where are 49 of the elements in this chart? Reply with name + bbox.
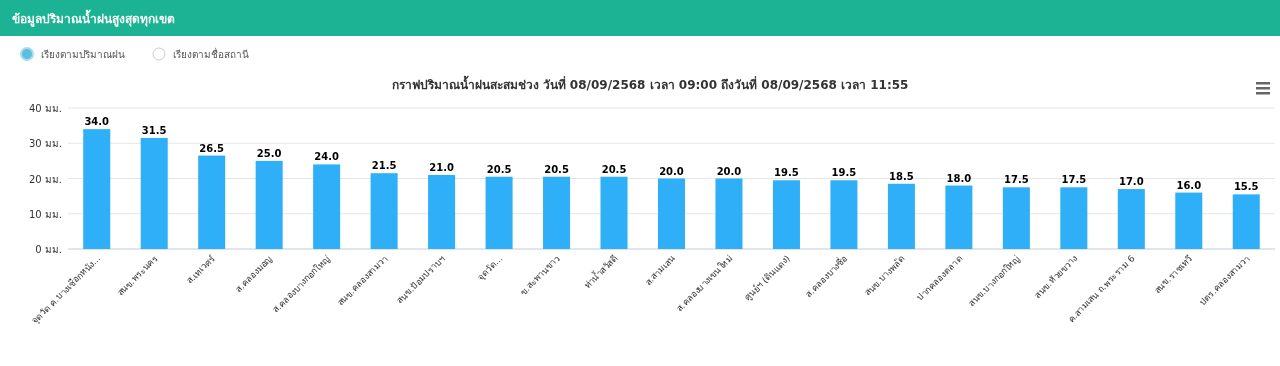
data-label: 34.0 [84, 116, 110, 128]
chart-subtitle: กราฟปริมาณน้ำฝนสะสมช่วง วันที่ 08/09/2568 เวลา 09:00 ถึงวันที่ 08/09/2568 เวลา 11:55 [391, 75, 909, 92]
data-label: 31.5 [141, 124, 167, 136]
bar [543, 176, 571, 249]
bar [600, 176, 628, 249]
bar [1117, 189, 1145, 249]
data-label: 20.5 [601, 163, 627, 175]
data-label: 15.5 [1233, 181, 1259, 193]
bar [772, 180, 800, 249]
bar [140, 137, 168, 249]
bar [1002, 187, 1030, 249]
bar [945, 185, 973, 249]
data-label: 26.5 [199, 142, 225, 154]
data-label: 20.0 [716, 165, 742, 177]
data-label: 20.5 [486, 163, 512, 175]
bar [830, 180, 858, 249]
bar [1232, 194, 1260, 249]
bar [83, 129, 111, 249]
bar [485, 176, 513, 249]
y-tick-label: 30 มม. [28, 138, 62, 150]
bar [370, 173, 398, 249]
bar [1175, 192, 1203, 249]
data-label: 19.5 [831, 167, 857, 179]
y-tick-label: 20 มม. [28, 173, 62, 185]
bar [313, 164, 341, 249]
data-label: 20.5 [544, 163, 569, 175]
y-tick-label: 10 มม. [28, 208, 62, 220]
data-label: 21.0 [429, 161, 454, 173]
bar [1060, 187, 1088, 249]
data-label: 18.5 [889, 170, 914, 182]
y-tick-label: 0 มม. [35, 244, 62, 255]
bar [428, 174, 456, 249]
data-label: 16.0 [1176, 179, 1202, 191]
data-label: 17.5 [1004, 174, 1029, 186]
bar [657, 178, 686, 249]
data-label: 24.0 [314, 151, 340, 163]
data-label: 25.0 [256, 147, 282, 159]
y-tick-label: 40 มม. [28, 103, 62, 114]
bar [198, 155, 226, 249]
bar [887, 183, 915, 249]
data-label: 19.5 [774, 167, 799, 179]
data-label: 21.5 [371, 160, 397, 172]
data-label: 18.0 [946, 172, 972, 184]
bar [715, 178, 743, 249]
data-label: 17.5 [1061, 174, 1087, 186]
bar [255, 160, 283, 249]
data-label: 17.0 [1118, 176, 1144, 188]
chart-title: ข้อมูลปริมาณน้ำฝนสูงสุดทุกเขต [12, 9, 175, 27]
data-label: 20.0 [659, 165, 684, 177]
